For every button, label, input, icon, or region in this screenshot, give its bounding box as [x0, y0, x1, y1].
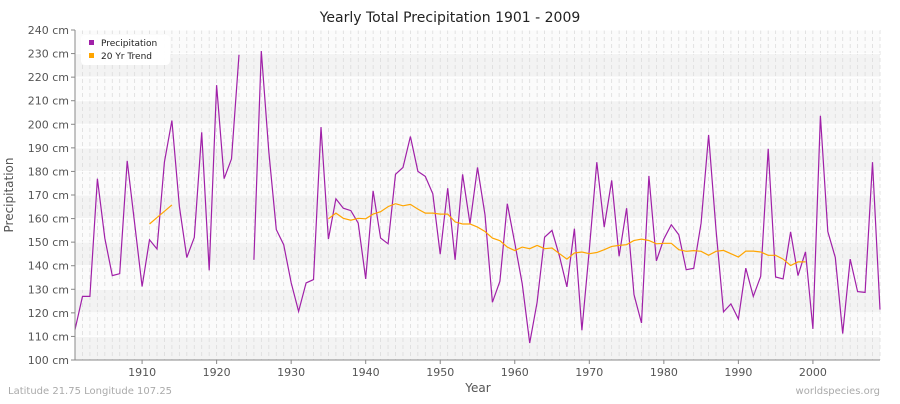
x-tick-label: 1910 — [128, 366, 156, 379]
y-axis-ticks: 100 cm 110 cm 120 cm 130 cm 140 cm 150 cm 160 … — [28, 24, 75, 367]
x-tick-label: 1930 — [277, 366, 305, 379]
x-tick-label: 1970 — [575, 366, 603, 379]
legend-label-precipitation: Precipitation — [101, 39, 157, 49]
legend-label-trend: 20 Yr Trend — [101, 52, 152, 62]
y-tick-label: 220 cm — [28, 71, 69, 84]
y-tick-label: 210 cm — [28, 95, 69, 108]
legend-swatch-precipitation — [89, 40, 94, 45]
y-tick-label: 140 cm — [28, 260, 69, 273]
legend-swatch-trend — [89, 53, 94, 58]
y-axis-label: Precipitation — [2, 157, 16, 232]
y-tick-label: 110 cm — [28, 330, 69, 343]
x-axis-ticks: 1910 1920 1930 1940 1950 1960 1970 1980 1990 2000 — [128, 360, 827, 379]
x-tick-label: 1950 — [426, 366, 454, 379]
x-axis-label: Year — [464, 381, 490, 395]
y-tick-label: 100 cm — [28, 354, 69, 367]
x-tick-label: 1940 — [352, 366, 380, 379]
legend: Precipitation 20 Yr Trend — [81, 35, 170, 65]
y-tick-label: 240 cm — [28, 24, 69, 37]
y-tick-label: 180 cm — [28, 165, 69, 178]
y-tick-label: 160 cm — [28, 213, 69, 226]
y-tick-label: 230 cm — [28, 48, 69, 61]
x-tick-label: 2000 — [799, 366, 827, 379]
x-tick-label: 1960 — [501, 366, 529, 379]
x-tick-label: 1990 — [724, 366, 752, 379]
y-tick-label: 200 cm — [28, 118, 69, 131]
footer-location: Latitude 21.75 Longitude 107.25 — [8, 386, 172, 397]
chart-title: Yearly Total Precipitation 1901 - 2009 — [319, 10, 581, 26]
y-tick-label: 190 cm — [28, 142, 69, 155]
y-tick-label: 170 cm — [28, 189, 69, 202]
y-tick-label: 130 cm — [28, 283, 69, 296]
y-tick-label: 120 cm — [28, 307, 69, 320]
x-tick-label: 1920 — [203, 366, 231, 379]
x-tick-label: 1980 — [650, 366, 678, 379]
plot-band — [75, 101, 880, 125]
footer-source[interactable]: worldspecies.org — [796, 386, 880, 397]
y-tick-label: 150 cm — [28, 236, 69, 249]
